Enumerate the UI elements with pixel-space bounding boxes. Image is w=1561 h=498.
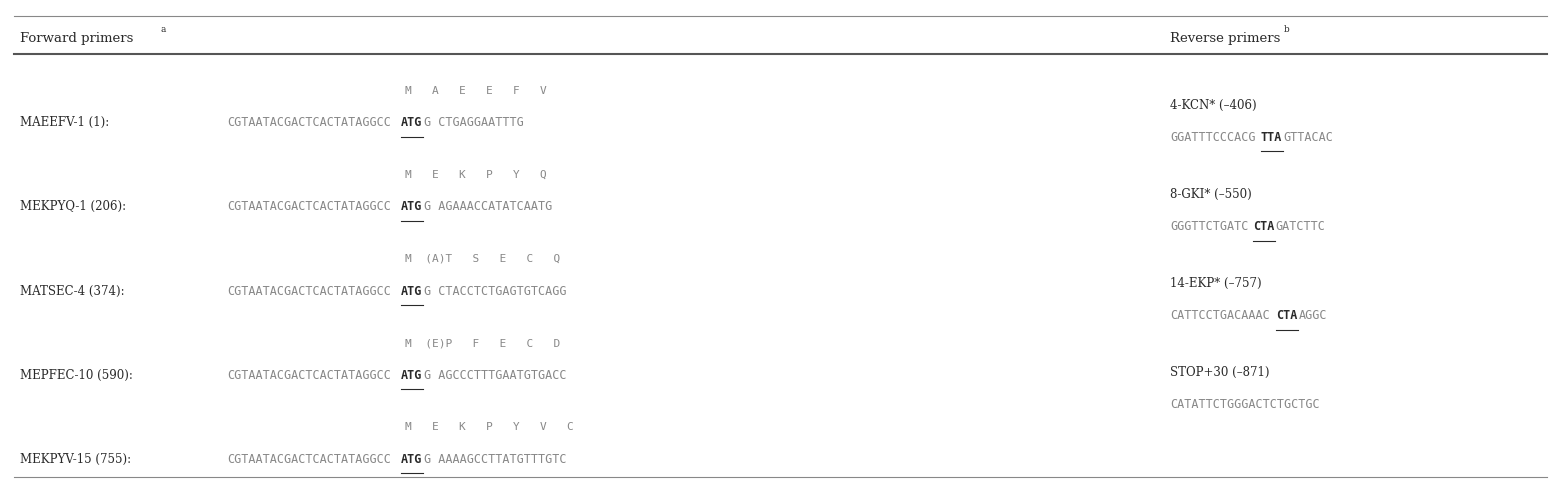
Text: CATTCCTGACAAAC: CATTCCTGACAAAC (1171, 309, 1269, 322)
Text: CTA: CTA (1275, 309, 1297, 322)
Text: ATG: ATG (401, 284, 423, 298)
Text: CATATTCTGGGACTCTGCTGC: CATATTCTGGGACTCTGCTGC (1171, 398, 1319, 411)
Text: CGTAATACGACTCACTATAGGCC: CGTAATACGACTCACTATAGGCC (228, 200, 392, 214)
Text: MEPFEC-10 (590):: MEPFEC-10 (590): (20, 369, 133, 382)
Text: M  (E)P   F   E   C   D: M (E)P F E C D (404, 338, 560, 348)
Text: b: b (1283, 25, 1289, 34)
Text: Reverse primers: Reverse primers (1171, 32, 1280, 45)
Text: M   E   K   P   Y   Q: M E K P Y Q (404, 170, 546, 180)
Text: ATG: ATG (401, 116, 423, 129)
Text: ATG: ATG (401, 453, 423, 466)
Text: G CTACCTCTGAGTGTCAGG: G CTACCTCTGAGTGTCAGG (425, 284, 567, 298)
Text: CGTAATACGACTCACTATAGGCC: CGTAATACGACTCACTATAGGCC (228, 369, 392, 382)
Text: ATG: ATG (401, 200, 423, 214)
Text: MEKPYV-15 (755):: MEKPYV-15 (755): (20, 453, 131, 466)
Text: MEKPYQ-1 (206):: MEKPYQ-1 (206): (20, 200, 126, 214)
Text: GTTACAC: GTTACAC (1283, 131, 1333, 144)
Text: GGATTTCCCACG: GGATTTCCCACG (1171, 131, 1255, 144)
Text: GATCTTC: GATCTTC (1275, 220, 1325, 233)
Text: 8-GKI* (–550): 8-GKI* (–550) (1171, 188, 1252, 201)
Text: ATG: ATG (401, 369, 423, 382)
Text: MAEEFV-1 (1):: MAEEFV-1 (1): (20, 116, 109, 129)
Text: 14-EKP* (–757): 14-EKP* (–757) (1171, 277, 1261, 290)
Text: G AGAAACCATATCAATG: G AGAAACCATATCAATG (425, 200, 553, 214)
Text: AGGC: AGGC (1299, 309, 1327, 322)
Text: M  (A)T   S   E   C   Q: M (A)T S E C Q (404, 254, 560, 264)
Text: CGTAATACGACTCACTATAGGCC: CGTAATACGACTCACTATAGGCC (228, 453, 392, 466)
Text: STOP+30 (–871): STOP+30 (–871) (1171, 367, 1269, 379)
Text: a: a (161, 25, 165, 34)
Text: Forward primers: Forward primers (20, 32, 133, 45)
Text: MATSEC-4 (374):: MATSEC-4 (374): (20, 284, 125, 298)
Text: G CTGAGGAATTTG: G CTGAGGAATTTG (425, 116, 523, 129)
Text: 4-KCN* (–406): 4-KCN* (–406) (1171, 99, 1257, 112)
Text: M   E   K   P   Y   V   C: M E K P Y V C (404, 422, 574, 432)
Text: GGGTTCTGATC: GGGTTCTGATC (1171, 220, 1249, 233)
Text: G AGCCCTTTGAATGTGACC: G AGCCCTTTGAATGTGACC (425, 369, 567, 382)
Text: CTA: CTA (1253, 220, 1275, 233)
Text: CGTAATACGACTCACTATAGGCC: CGTAATACGACTCACTATAGGCC (228, 116, 392, 129)
Text: TTA: TTA (1261, 131, 1282, 144)
Text: CGTAATACGACTCACTATAGGCC: CGTAATACGACTCACTATAGGCC (228, 284, 392, 298)
Text: G AAAAGCCTTATGTTTGTC: G AAAAGCCTTATGTTTGTC (425, 453, 567, 466)
Text: M   A   E   E   F   V: M A E E F V (404, 86, 546, 96)
